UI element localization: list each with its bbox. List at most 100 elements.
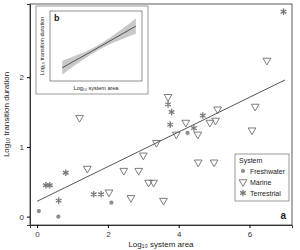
y-tick: 2 — [20, 73, 30, 82]
x-axis-line — [31, 226, 293, 229]
point — [185, 131, 189, 135]
y-tick-mark — [27, 147, 30, 148]
point-symbol — [169, 109, 175, 116]
point — [135, 168, 143, 175]
point — [120, 168, 128, 175]
point-symbol — [251, 104, 259, 111]
point — [281, 8, 287, 15]
inset-y-title: Log₁₀ transition duration — [39, 17, 45, 76]
point — [200, 112, 206, 119]
point-symbol — [63, 169, 69, 176]
x-tick-label: 4 — [177, 230, 182, 239]
point-symbol — [43, 182, 49, 189]
point-symbol — [135, 168, 143, 175]
point — [76, 115, 84, 122]
x-tick-label: 6 — [248, 230, 253, 239]
legend-label: Marine — [250, 179, 272, 186]
y-tick-label: 1 — [20, 143, 25, 152]
point — [56, 215, 60, 219]
point-symbol — [160, 198, 168, 205]
legend-label: Terrestrial — [250, 190, 281, 197]
y-axis: 012 — [20, 5, 31, 226]
point — [165, 101, 171, 108]
legend-marker — [240, 190, 246, 197]
y-axis-title: Log₁₀ transition duration — [2, 72, 11, 157]
point-symbol — [185, 131, 189, 135]
point-symbol — [165, 101, 171, 108]
x-tick: 6 — [248, 225, 253, 239]
point-symbol — [98, 191, 104, 198]
x-tick-mark — [108, 225, 109, 228]
confidence-band — [62, 19, 136, 75]
point — [164, 94, 172, 101]
point-symbol — [200, 112, 206, 119]
x-tick-mark — [250, 225, 251, 228]
point — [210, 160, 218, 167]
point — [98, 191, 104, 198]
point — [127, 196, 135, 203]
point — [167, 121, 173, 128]
x-tick-label: 0 — [35, 230, 40, 239]
x-axis-title: Log₁₀ system area — [128, 240, 194, 249]
point-symbol — [56, 215, 60, 219]
legend-entry: Marine — [239, 179, 271, 186]
legend: SystemFreshwaterMarineTerrestrial — [235, 154, 289, 201]
x-axis: 0 2 4 6 — [31, 225, 293, 239]
point-symbol — [150, 180, 158, 187]
point-symbol — [139, 153, 147, 160]
y-tick-label: 2 — [20, 73, 25, 82]
point — [194, 160, 202, 167]
inset-plot-area — [62, 19, 136, 75]
legend-marker — [241, 169, 245, 173]
x-tick-mark — [179, 225, 180, 228]
inset-panel-label: b — [54, 13, 60, 23]
point — [105, 190, 113, 197]
point — [206, 120, 214, 127]
point-symbol — [83, 166, 91, 173]
point-symbol — [206, 120, 214, 127]
point-symbol — [167, 121, 173, 128]
chart: 0 2 4 60 1 2 Log₁₀ system area Log₁₀ transition… — [0, 0, 300, 250]
inset-x-title: Log₁₀ system area — [74, 85, 120, 91]
point — [182, 120, 190, 127]
point-symbol — [47, 182, 53, 189]
point — [169, 109, 175, 116]
point-symbol — [164, 94, 172, 101]
point — [43, 182, 49, 189]
inset-frame — [50, 11, 142, 81]
point-symbol — [248, 128, 256, 135]
y-tick-mark — [27, 77, 30, 78]
legend-entry: Terrestrial — [240, 190, 281, 197]
point — [63, 169, 69, 176]
point — [83, 166, 91, 173]
point — [248, 128, 256, 135]
plot-frame — [30, 4, 292, 225]
legend-label: Freshwater — [250, 168, 286, 175]
point-symbol — [37, 209, 41, 213]
point-symbol — [281, 8, 287, 15]
point — [47, 182, 53, 189]
y-axis-line — [27, 5, 31, 226]
point-symbol — [76, 115, 84, 122]
legend-symbol — [241, 169, 245, 173]
point — [194, 132, 202, 139]
x-tick: 0 — [35, 225, 40, 239]
x-tick: 2 — [106, 225, 111, 239]
point-symbol — [194, 160, 202, 167]
legend-marker — [239, 180, 247, 187]
y-tick: 1 — [20, 143, 30, 152]
inset-line — [62, 26, 136, 68]
point — [109, 201, 113, 205]
point-symbol — [210, 160, 218, 167]
point — [139, 153, 147, 160]
point — [150, 180, 158, 187]
y-tick-mark — [27, 217, 30, 218]
point-symbol — [120, 168, 128, 175]
point — [37, 209, 41, 213]
point-symbol — [194, 132, 202, 139]
point-symbol — [182, 120, 190, 127]
panel-label: a — [280, 210, 286, 221]
x-tick-mark — [37, 225, 38, 228]
legend-entry: Freshwater — [241, 168, 286, 175]
inset-box — [36, 6, 148, 94]
